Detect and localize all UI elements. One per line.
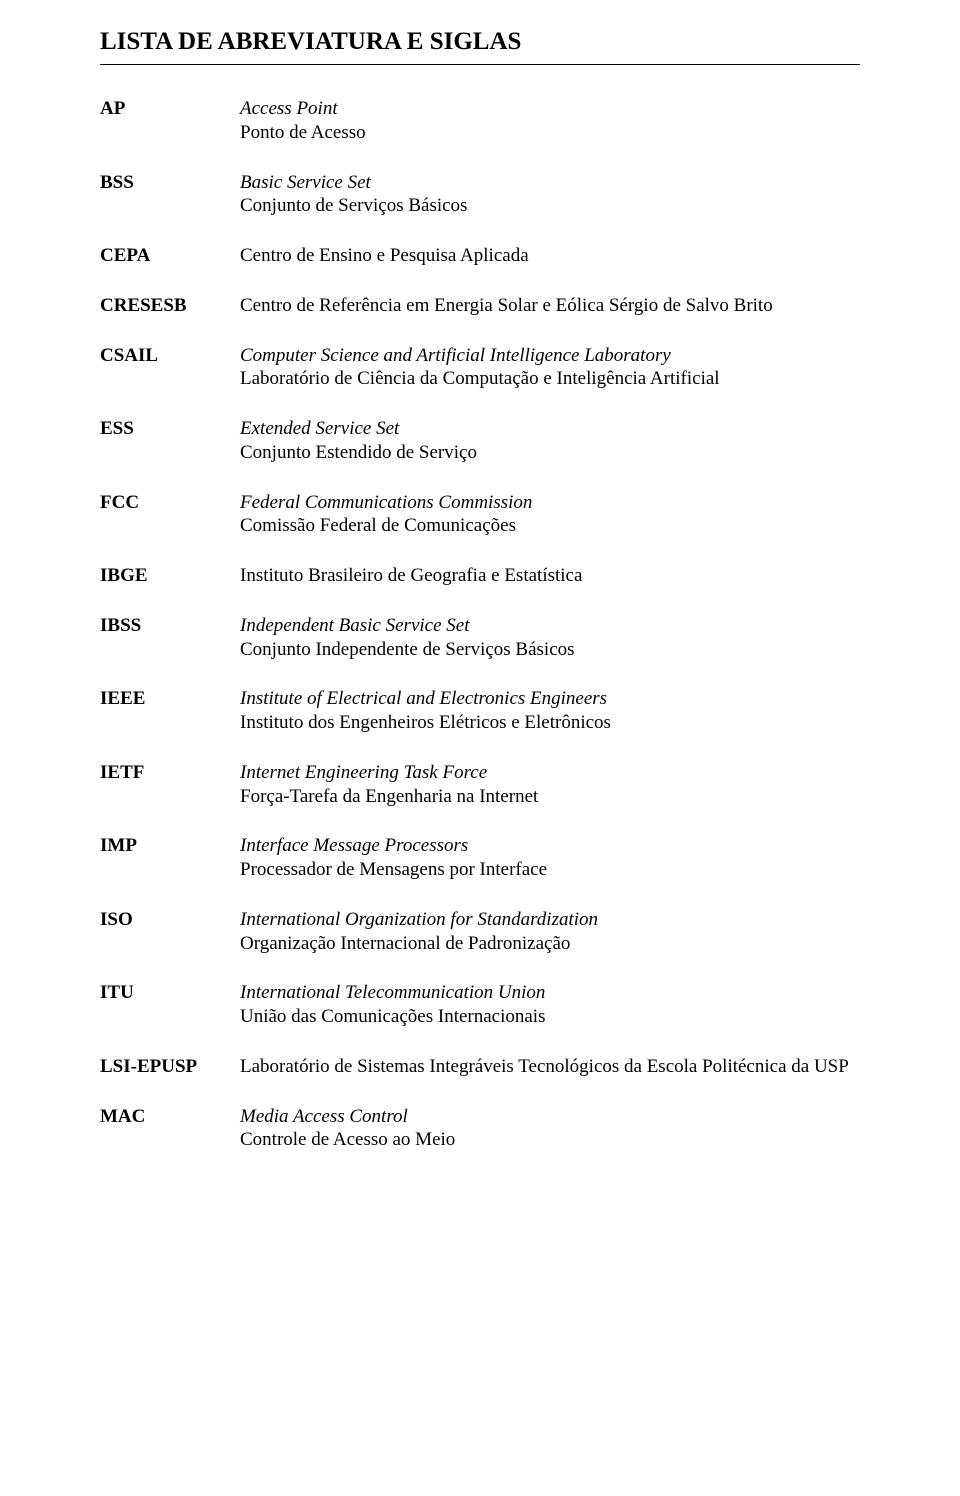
entry-cepa: CEPA Centro de Ensino e Pesquisa Aplicad…	[100, 244, 860, 268]
entry-def: Computer Science and Artificial Intellig…	[240, 344, 860, 392]
entry-def: Laboratório de Sistemas Integráveis Tecn…	[240, 1055, 860, 1079]
entry-abbr: ESS	[100, 417, 240, 441]
entry-line1: Media Access Control	[240, 1106, 408, 1127]
entry-line1: Basic Service Set	[240, 172, 371, 193]
entry-abbr: IBSS	[100, 614, 240, 638]
entry-fcc: FCC Federal Communications Commission Co…	[100, 491, 860, 539]
entry-line1: Extended Service Set	[240, 418, 399, 439]
entry-line1: Centro de Ensino e Pesquisa Aplicada	[240, 245, 529, 266]
entry-iso: ISO International Organization for Stand…	[100, 908, 860, 956]
entry-line1: Computer Science and Artificial Intellig…	[240, 345, 671, 366]
entry-line1: Internet Engineering Task Force	[240, 762, 487, 783]
entry-def: Instituto Brasileiro de Geografia e Esta…	[240, 564, 860, 588]
entry-line1: Laboratório de Sistemas Integráveis Tecn…	[240, 1056, 849, 1077]
entry-abbr: CSAIL	[100, 344, 240, 368]
entry-line1: Independent Basic Service Set	[240, 615, 469, 636]
entry-line2: Conjunto Independente de Serviços Básico…	[240, 639, 575, 660]
entry-line2: Conjunto de Serviços Básicos	[240, 195, 467, 216]
entry-abbr: CRESESB	[100, 294, 240, 318]
entry-line2: Processador de Mensagens por Interface	[240, 859, 547, 880]
entry-abbr: ITU	[100, 981, 240, 1005]
entry-abbr: IETF	[100, 761, 240, 785]
entry-ietf: IETF Internet Engineering Task Force For…	[100, 761, 860, 809]
entry-def: Independent Basic Service Set Conjunto I…	[240, 614, 860, 662]
entry-def: International Organization for Standardi…	[240, 908, 860, 956]
entry-line2: Organização Internacional de Padronizaçã…	[240, 933, 570, 954]
entry-def: Centro de Referência em Energia Solar e …	[240, 294, 860, 318]
entry-line2: Ponto de Acesso	[240, 122, 366, 143]
entry-imp: IMP Interface Message Processors Process…	[100, 834, 860, 882]
entry-line1: Interface Message Processors	[240, 835, 468, 856]
page: LISTA DE ABREVIATURA E SIGLAS AP Access …	[0, 0, 960, 1218]
entry-abbr: ISO	[100, 908, 240, 932]
entry-def: Media Access Control Controle de Acesso …	[240, 1105, 860, 1153]
entry-line1: International Telecommunication Union	[240, 982, 545, 1003]
entry-line1: Institute of Electrical and Electronics …	[240, 688, 607, 709]
entry-bss: BSS Basic Service Set Conjunto de Serviç…	[100, 171, 860, 219]
entry-def: Internet Engineering Task Force Força-Ta…	[240, 761, 860, 809]
entry-ess: ESS Extended Service Set Conjunto Estend…	[100, 417, 860, 465]
entry-abbr: LSI-EPUSP	[100, 1055, 240, 1079]
entry-line2: Comissão Federal de Comunicações	[240, 515, 516, 536]
entry-abbr: FCC	[100, 491, 240, 515]
entry-def: Institute of Electrical and Electronics …	[240, 687, 860, 735]
entry-line1: Centro de Referência em Energia Solar e …	[240, 295, 773, 316]
entry-line2: Conjunto Estendido de Serviço	[240, 442, 477, 463]
page-title: LISTA DE ABREVIATURA E SIGLAS	[100, 28, 860, 56]
entry-ibss: IBSS Independent Basic Service Set Conju…	[100, 614, 860, 662]
entry-abbr: MAC	[100, 1105, 240, 1129]
entry-line2: Força-Tarefa da Engenharia na Internet	[240, 786, 538, 807]
entry-mac: MAC Media Access Control Controle de Ace…	[100, 1105, 860, 1153]
entry-def: International Telecommunication Union Un…	[240, 981, 860, 1029]
entry-itu: ITU International Telecommunication Unio…	[100, 981, 860, 1029]
entry-line2: Controle de Acesso ao Meio	[240, 1129, 455, 1150]
entry-def: Interface Message Processors Processador…	[240, 834, 860, 882]
entry-def: Basic Service Set Conjunto de Serviços B…	[240, 171, 860, 219]
entry-line1: Access Point	[240, 98, 338, 119]
entry-line1: Instituto Brasileiro de Geografia e Esta…	[240, 565, 582, 586]
entry-line1: International Organization for Standardi…	[240, 909, 598, 930]
entry-def: Centro de Ensino e Pesquisa Aplicada	[240, 244, 860, 268]
entry-cresesb: CRESESB Centro de Referência em Energia …	[100, 294, 860, 318]
entry-def: Federal Communications Commission Comiss…	[240, 491, 860, 539]
entry-csail: CSAIL Computer Science and Artificial In…	[100, 344, 860, 392]
title-divider	[100, 64, 860, 65]
entry-line2: União das Comunicações Internacionais	[240, 1006, 545, 1027]
entry-ieee: IEEE Institute of Electrical and Electro…	[100, 687, 860, 735]
entry-line1: Federal Communications Commission	[240, 492, 532, 513]
entry-def: Access Point Ponto de Acesso	[240, 97, 860, 145]
entry-def: Extended Service Set Conjunto Estendido …	[240, 417, 860, 465]
entry-ap: AP Access Point Ponto de Acesso	[100, 97, 860, 145]
entry-line2: Laboratório de Ciência da Computação e I…	[240, 368, 720, 389]
entry-line2: Instituto dos Engenheiros Elétricos e El…	[240, 712, 611, 733]
entry-abbr: IBGE	[100, 564, 240, 588]
entry-abbr: IEEE	[100, 687, 240, 711]
entry-ibge: IBGE Instituto Brasileiro de Geografia e…	[100, 564, 860, 588]
entry-abbr: CEPA	[100, 244, 240, 268]
entry-abbr: BSS	[100, 171, 240, 195]
entry-lsiepusp: LSI-EPUSP Laboratório de Sistemas Integr…	[100, 1055, 860, 1079]
entry-abbr: AP	[100, 97, 240, 121]
entry-abbr: IMP	[100, 834, 240, 858]
